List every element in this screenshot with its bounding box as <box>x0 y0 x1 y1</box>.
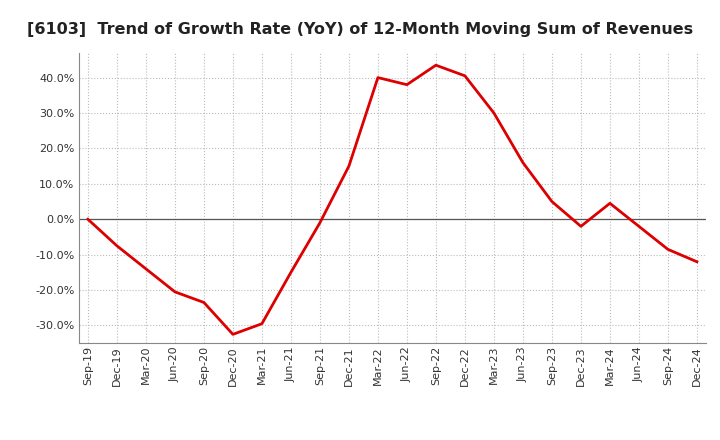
Text: [6103]  Trend of Growth Rate (YoY) of 12-Month Moving Sum of Revenues: [6103] Trend of Growth Rate (YoY) of 12-… <box>27 22 693 37</box>
